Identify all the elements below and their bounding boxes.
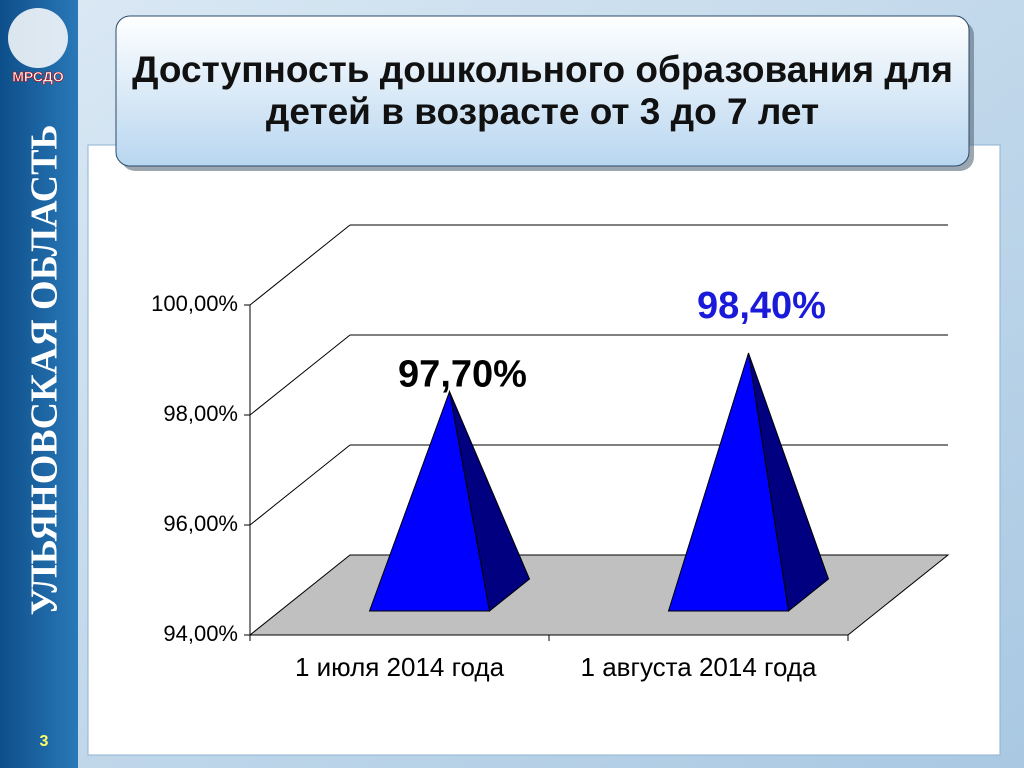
pyramid-front xyxy=(368,389,491,612)
pyramid xyxy=(368,389,531,612)
title-wrap: Доступность дошкольного образования для … xyxy=(132,49,953,132)
value-label: 98,40% xyxy=(697,285,826,327)
panel xyxy=(87,144,1001,756)
chart: 94,00% 96,00% 98,00% 100,00% 1 июля 2014 год… xyxy=(151,224,950,682)
y-tick-label: 96,00% xyxy=(163,511,238,536)
region-text: УЛЬЯНОВСКАЯ ОБЛАСТЬ xyxy=(24,124,66,615)
x-tick-label: 1 июля 2014 года xyxy=(295,652,505,682)
x-tick-label: 1 августа 2014 года xyxy=(581,652,817,682)
slide-number: 3 xyxy=(40,733,49,750)
logo-text: МРСДО xyxy=(12,69,64,85)
logo-circle xyxy=(8,8,68,68)
value-label: 97,70% xyxy=(398,354,527,396)
grid-line xyxy=(249,334,351,416)
pyramid-front xyxy=(667,352,790,612)
grid-line xyxy=(249,444,351,526)
pyramid xyxy=(667,352,830,612)
title-box xyxy=(115,15,970,167)
floor xyxy=(248,554,950,636)
y-tick-label: 94,00% xyxy=(163,621,238,646)
sidebar xyxy=(0,0,78,768)
grid-line xyxy=(249,224,351,306)
chart-title: Доступность дошкольного образования для … xyxy=(132,49,953,132)
y-tick-label: 98,00% xyxy=(163,401,238,426)
y-tick-label: 100,00% xyxy=(151,291,238,316)
